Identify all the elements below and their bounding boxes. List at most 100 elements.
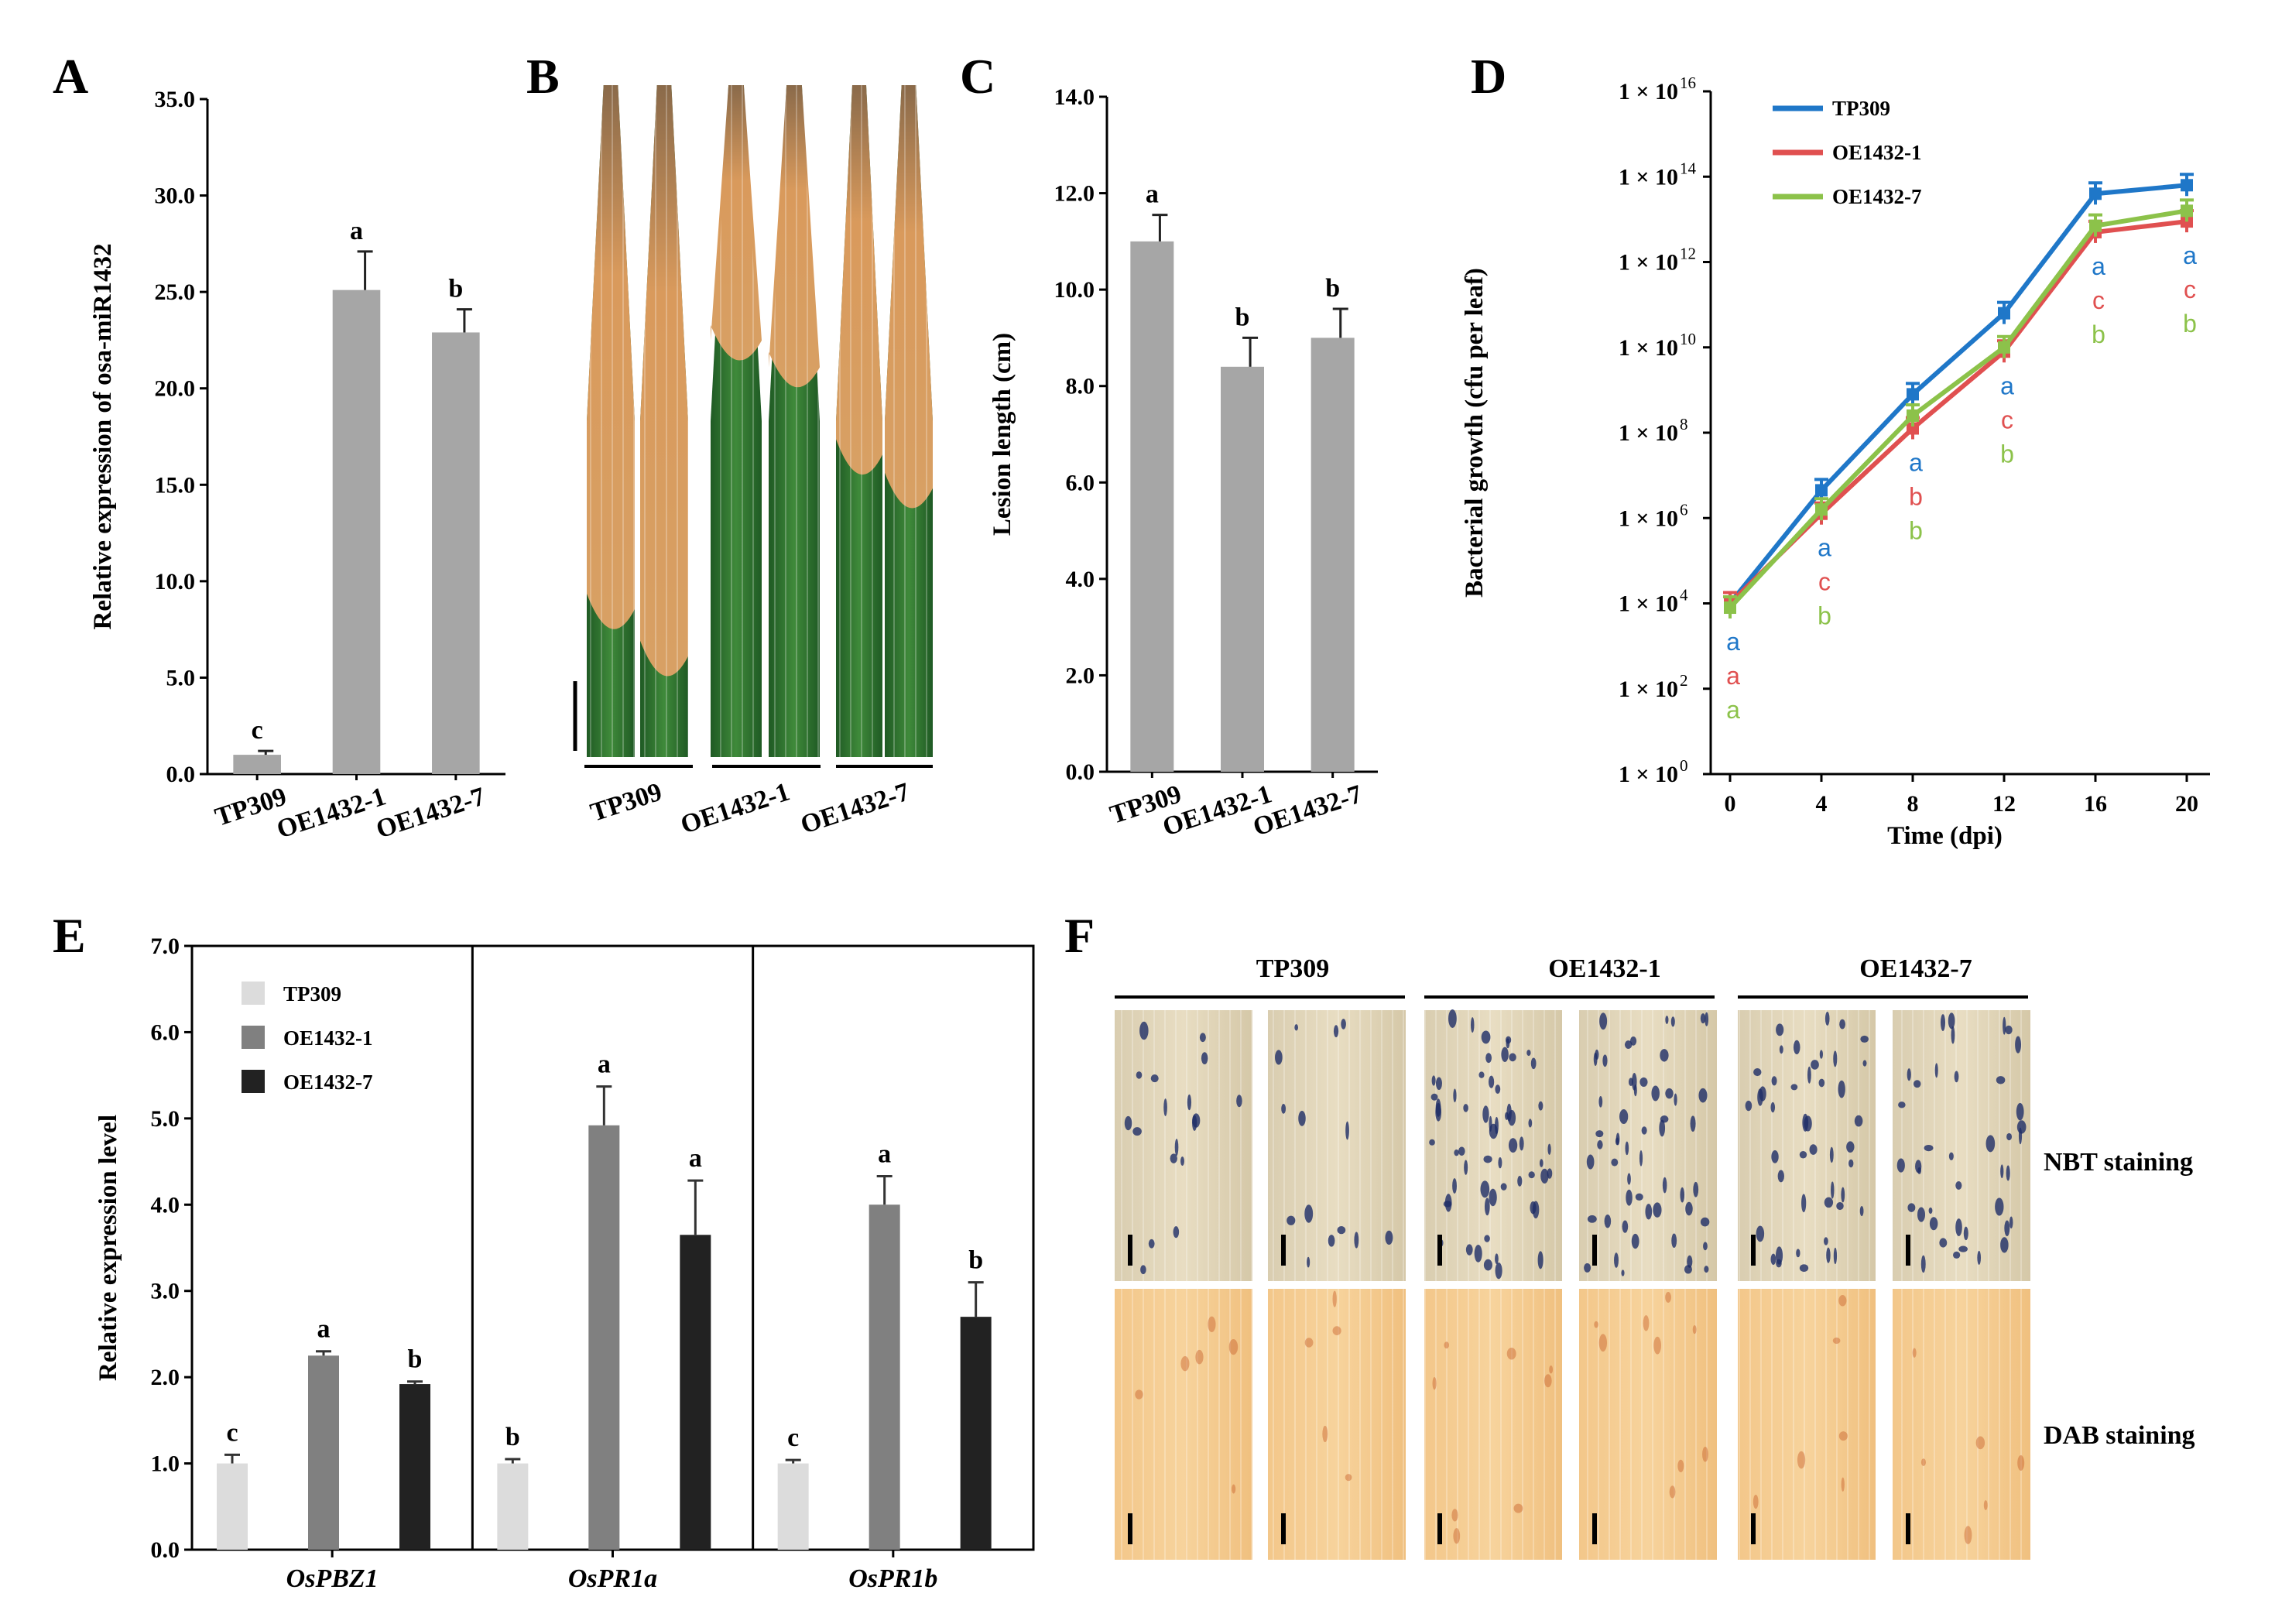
stain-spot bbox=[1799, 1264, 1809, 1273]
stain-spot bbox=[1345, 1121, 1349, 1140]
stain-spot bbox=[1659, 1119, 1666, 1137]
stain-spot bbox=[1483, 1155, 1492, 1163]
stain-spot bbox=[1199, 1033, 1206, 1043]
stain-spot bbox=[1838, 1080, 1845, 1098]
stain-spot bbox=[1975, 1436, 1985, 1450]
stain-spot bbox=[1482, 1105, 1489, 1123]
stain-spot bbox=[1826, 1247, 1831, 1263]
stain-spot bbox=[1759, 1086, 1766, 1102]
y-tick-exponent: 8 bbox=[1680, 415, 1688, 433]
bar bbox=[308, 1355, 339, 1550]
stain-spot bbox=[1833, 1050, 1838, 1067]
y-tick-label: 1.0 bbox=[151, 1451, 180, 1477]
stain-spot bbox=[1692, 1325, 1697, 1334]
bar bbox=[497, 1463, 529, 1550]
stain-spot bbox=[1488, 1075, 1495, 1088]
stain-spot bbox=[1995, 1197, 2004, 1216]
stain-spot bbox=[1770, 1253, 1776, 1266]
y-tick-label: 0.0 bbox=[166, 762, 196, 787]
stain-spot bbox=[1907, 1068, 1911, 1081]
significance-letter: a bbox=[1726, 628, 1740, 656]
chart-d: 1 × 10 01 × 10 21 × 10 41 × 10 61 × 10 81 × 1… bbox=[1461, 74, 2210, 850]
significance-letter: b bbox=[505, 1423, 520, 1451]
y-tick-exponent: 2 bbox=[1680, 671, 1688, 690]
stain-spot bbox=[1859, 1205, 1864, 1217]
stain-spot bbox=[1653, 1202, 1662, 1218]
stain-spot bbox=[1641, 1126, 1647, 1135]
significance-letter: a bbox=[2000, 372, 2014, 399]
significance-letter: a bbox=[317, 1315, 331, 1344]
stain-spot bbox=[1275, 1050, 1283, 1065]
stain-spot bbox=[1671, 1233, 1677, 1249]
stain-spot bbox=[1517, 1176, 1523, 1187]
stain-spot bbox=[1687, 1255, 1693, 1268]
stain-spot bbox=[1700, 1013, 1706, 1024]
stain-spot bbox=[1495, 1263, 1502, 1280]
significance-letter: b bbox=[1325, 274, 1340, 303]
stain-spot bbox=[1645, 1204, 1653, 1220]
stain-spot bbox=[1690, 1115, 1696, 1132]
stain-spot bbox=[1124, 1115, 1132, 1131]
series-line bbox=[1728, 219, 2188, 605]
stain-spot bbox=[1208, 1316, 1216, 1333]
stain-spot bbox=[1481, 1030, 1491, 1044]
stain-spot bbox=[1508, 1138, 1518, 1153]
stain-spot bbox=[1594, 1321, 1598, 1328]
stain-spot bbox=[1635, 1193, 1643, 1201]
data-point bbox=[1907, 388, 1919, 401]
stain-spot bbox=[1698, 1088, 1708, 1103]
y-tick-label: 35.0 bbox=[155, 87, 196, 112]
stain-spot bbox=[1779, 1045, 1783, 1054]
y-tick-label: 10.0 bbox=[155, 569, 196, 594]
stain-spot bbox=[1298, 1110, 1306, 1126]
y-tick-label: 7.0 bbox=[151, 934, 180, 959]
data-point bbox=[2181, 179, 2193, 192]
stain-spot bbox=[1337, 1225, 1346, 1235]
stain-spot bbox=[2016, 1102, 2024, 1121]
y-axis-title: Relative expression level bbox=[94, 1115, 122, 1381]
leaf-veins bbox=[587, 85, 635, 757]
stain-spot bbox=[1506, 1347, 1516, 1360]
data-point bbox=[1907, 422, 1919, 435]
significance-letter: c bbox=[787, 1424, 799, 1452]
stain-spot bbox=[1528, 1171, 1535, 1179]
stain-spot bbox=[1940, 1014, 1946, 1031]
significance-letter: b bbox=[2000, 440, 2014, 468]
stain-spot bbox=[1917, 1167, 1921, 1174]
tile-veins bbox=[1893, 1289, 2030, 1560]
stain-spot bbox=[1483, 1259, 1492, 1271]
stain-spot bbox=[1809, 1144, 1818, 1155]
significance-letter: c bbox=[1818, 568, 1831, 596]
stain-spot bbox=[2006, 1132, 2013, 1141]
legend-swatch bbox=[242, 982, 265, 1005]
stain-spot bbox=[1624, 1040, 1633, 1049]
stain-spot bbox=[1140, 1265, 1146, 1275]
stain-spot bbox=[1790, 1084, 1798, 1091]
stain-spot bbox=[1539, 1159, 1544, 1167]
stain-spot bbox=[1700, 1217, 1710, 1227]
stain-spot bbox=[1148, 1239, 1155, 1249]
stain-spot bbox=[1625, 1141, 1629, 1156]
stain-spot bbox=[1464, 1160, 1468, 1175]
stain-spot bbox=[1345, 1474, 1352, 1482]
legend-swatch bbox=[242, 1026, 265, 1049]
stain-spot bbox=[1928, 1207, 1933, 1215]
staining-group-label-tp309: TP309 bbox=[1256, 954, 1329, 983]
stain-spot bbox=[1626, 1189, 1633, 1206]
gene-label: OsPBZ1 bbox=[286, 1564, 379, 1593]
y-tick-label: 8.0 bbox=[1066, 374, 1095, 399]
stain-spot bbox=[1451, 1509, 1458, 1522]
stain-spot bbox=[1228, 1338, 1239, 1355]
tile-veins bbox=[1115, 1289, 1252, 1560]
panel-letter-f: F bbox=[1064, 908, 1095, 963]
stain-spot bbox=[1662, 1177, 1667, 1194]
stain-spot bbox=[2004, 1220, 2010, 1237]
stain-spot bbox=[2005, 1025, 2013, 1035]
stain-spot bbox=[1484, 1197, 1490, 1216]
stain-spot bbox=[1135, 1389, 1143, 1400]
y-tick-label: 1 × 10 bbox=[1619, 677, 1678, 702]
stain-spot bbox=[1584, 1263, 1591, 1273]
stain-spot bbox=[1818, 1078, 1825, 1088]
tile-veins bbox=[1424, 1010, 1562, 1281]
